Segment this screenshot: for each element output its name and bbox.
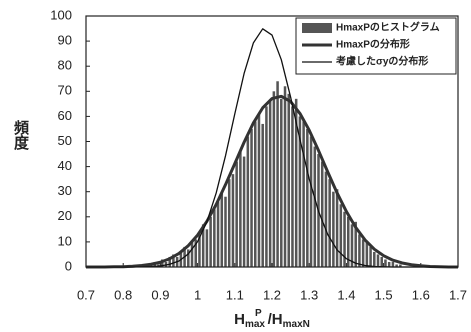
histogram-bar (239, 151, 242, 267)
histogram-bar (257, 113, 261, 267)
histogram-bar (324, 171, 328, 267)
x-tick-label: 1.7 (449, 287, 467, 302)
histogram-bar (254, 121, 257, 267)
x-axis-title-part: max (245, 319, 265, 330)
histogram-bar (276, 81, 279, 267)
histogram-bar (242, 156, 246, 267)
x-axis-title-part: H (234, 311, 245, 328)
x-axis-title-part: P (255, 308, 262, 319)
y-tick-label: 10 (58, 233, 72, 248)
x-axis-title-part: maxN (283, 319, 310, 330)
histogram-bar (246, 136, 250, 267)
y-tick-label: 80 (58, 58, 72, 73)
plot-frame (85, 15, 459, 268)
x-tick-label: 0.7 (77, 287, 95, 302)
x-tick-label: 1.4 (337, 287, 355, 302)
legend-label: 考慮したσyの分布形 (336, 55, 428, 68)
histogram-bar (224, 196, 227, 267)
histogram-bar (395, 264, 398, 267)
histogram-bar (302, 121, 305, 267)
histogram-bar (227, 179, 231, 267)
y-tick-label: 90 (58, 33, 72, 48)
histogram-bar (261, 123, 264, 268)
histogram-bar (320, 161, 324, 267)
histogram-bar (294, 98, 298, 267)
histogram-bar (168, 256, 171, 267)
histogram-bar (347, 216, 350, 267)
x-tick-label: 1.3 (300, 287, 318, 302)
histogram-bar (205, 229, 209, 267)
histogram-bar (201, 224, 205, 267)
y-tick-label: 50 (58, 133, 72, 148)
x-tick-label: 0.8 (114, 287, 132, 302)
histogram-bar (172, 254, 175, 267)
legend-swatch (302, 23, 332, 33)
x-tick-label: 1.2 (263, 287, 281, 302)
x-tick-label: 1.5 (375, 287, 393, 302)
histogram-bar (387, 261, 391, 267)
histogram-bar (194, 239, 197, 267)
histogram-bar (235, 161, 238, 267)
histogram-bar (309, 136, 313, 267)
x-tick-label: 1.1 (226, 287, 244, 302)
y-tick-label: 100 (50, 7, 72, 22)
histogram-bar (332, 191, 335, 267)
histogram-bar (365, 241, 369, 267)
histogram-bar (369, 246, 372, 267)
distribution-line (86, 94, 458, 269)
histogram-bar (306, 128, 309, 267)
x-tick-label: 1 (194, 287, 201, 302)
histogram-bar (384, 259, 387, 267)
x-axis-title-part: /H (268, 311, 283, 328)
histogram-bar (190, 241, 194, 267)
histogram-bar (216, 201, 220, 267)
y-tick-label: 40 (58, 158, 72, 173)
histogram-bar (376, 254, 380, 267)
histogram-bar (354, 221, 357, 267)
histogram-bar (399, 264, 402, 267)
histogram-bar (391, 261, 395, 267)
histogram-bar (272, 91, 276, 267)
histogram-bar (280, 98, 283, 267)
histogram-bar (328, 179, 331, 267)
histogram-bar (250, 128, 253, 267)
y-tick-label: 70 (58, 83, 72, 98)
histogram-bar (313, 146, 317, 267)
x-tick-label: 1.6 (412, 287, 430, 302)
histogram-bar (220, 191, 224, 267)
histogram-bar (287, 93, 290, 267)
y-tick-label: 60 (58, 108, 72, 123)
histogram-bar (231, 174, 235, 267)
histogram-bar (335, 189, 339, 267)
x-tick-label: 0.9 (151, 287, 169, 302)
y-tick-label: 20 (58, 208, 72, 223)
histogram-bar (380, 256, 383, 267)
histogram-bar (268, 101, 272, 267)
histogram-bar (298, 116, 302, 268)
histogram-bar (350, 224, 354, 267)
legend-label: HmaxPのヒストグラム (336, 21, 440, 34)
histogram-bar (291, 106, 294, 267)
histogram-bar (187, 249, 190, 267)
y-tick-label: 0 (65, 258, 72, 273)
y-tick-label: 30 (58, 183, 72, 198)
histogram-bar (283, 86, 287, 267)
histogram-bar (265, 106, 268, 267)
histogram-bar (198, 234, 201, 267)
histogram-bar (339, 204, 343, 267)
x-axis-title: HmaxP/HmaxN (234, 308, 310, 330)
histogram-bar (373, 251, 376, 267)
histogram-bar (343, 211, 346, 267)
histogram-bar (161, 259, 164, 267)
histogram-bar (361, 239, 365, 267)
legend-label: HmaxPの分布形 (336, 38, 410, 51)
histogram-bar (213, 209, 216, 267)
histogram-bar (358, 234, 361, 267)
histogram-bar (209, 216, 212, 267)
y-axis-title: 頻度 (12, 119, 29, 151)
